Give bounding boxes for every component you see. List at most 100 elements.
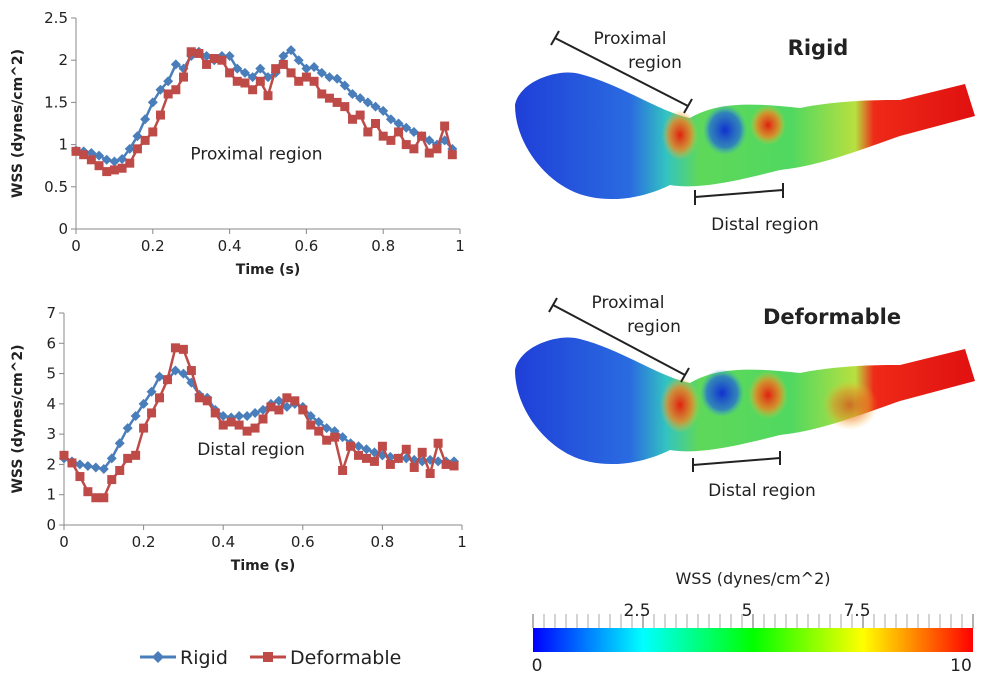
marker (106, 453, 117, 464)
colorbar-tick-label: 10 (950, 656, 972, 674)
marker (132, 131, 143, 142)
x-tick-label: 0 (59, 533, 69, 551)
marker (99, 493, 109, 503)
marker (409, 144, 419, 154)
marker (91, 493, 101, 503)
proximal-label: region (627, 317, 681, 337)
marker (294, 76, 304, 86)
marker (107, 475, 117, 485)
marker (309, 61, 320, 72)
marker (75, 472, 85, 482)
marker (82, 460, 93, 471)
marker (83, 487, 93, 497)
marker (339, 80, 350, 91)
marker (324, 72, 335, 83)
marker (140, 114, 151, 125)
marker (301, 63, 312, 74)
marker (306, 420, 316, 430)
marker (163, 89, 173, 99)
panel-title: Deformable (763, 305, 901, 329)
distal-label: Distal region (711, 215, 819, 235)
marker (154, 371, 165, 382)
vessel-deformable (515, 337, 975, 465)
marker (298, 405, 308, 415)
marker (401, 444, 411, 454)
x-tick-label: 0.8 (371, 237, 395, 255)
marker (163, 76, 174, 87)
marker (234, 410, 245, 421)
marker (178, 344, 188, 354)
marker (131, 450, 141, 460)
marker (242, 426, 252, 436)
marker (293, 55, 304, 66)
marker (139, 423, 149, 433)
marker (347, 88, 358, 99)
marker (232, 76, 242, 86)
marker (170, 343, 180, 353)
marker (290, 396, 300, 406)
marker (274, 405, 284, 415)
marker (146, 386, 157, 397)
marker (226, 417, 236, 427)
marker (255, 63, 266, 74)
marker (234, 420, 244, 430)
marker (155, 84, 166, 95)
marker (224, 50, 235, 61)
marker (115, 465, 125, 475)
proximal-label: Proximal (594, 29, 667, 49)
marker (347, 114, 357, 124)
marker (218, 410, 229, 421)
marker (371, 119, 381, 128)
colorbar-title: WSS (dynes/cm^2) (675, 569, 830, 588)
marker (122, 423, 133, 434)
marker (401, 122, 412, 133)
x-tick-label: 0.2 (141, 237, 165, 255)
marker (362, 97, 373, 108)
marker (309, 76, 319, 86)
marker (155, 110, 165, 120)
marker (408, 126, 419, 137)
y-tick-label: 1 (58, 136, 68, 154)
marker (250, 407, 261, 418)
marker (433, 438, 443, 448)
proximal-label: region (628, 53, 682, 73)
vessel-rigid (515, 72, 975, 200)
marker (361, 453, 371, 463)
marker (355, 110, 365, 120)
marker (109, 165, 119, 175)
marker (424, 148, 434, 158)
marker (353, 441, 364, 452)
marker (332, 73, 343, 84)
marker (194, 48, 204, 58)
marker (258, 404, 268, 415)
y-tick-label: 2.5 (44, 9, 68, 27)
marker (317, 89, 327, 99)
marker (79, 150, 89, 160)
x-tick-label: 0.8 (370, 533, 394, 551)
marker (178, 368, 189, 379)
y-tick-label: 1 (46, 486, 56, 504)
region-brackets (548, 30, 784, 472)
marker (101, 154, 112, 165)
x-tick-label: 1 (455, 237, 465, 255)
marker (330, 432, 340, 442)
y-tick-label: 2 (58, 51, 68, 69)
y-tick-label: 4 (46, 395, 56, 413)
colorbar-tick-label: 5 (742, 601, 753, 621)
marker (286, 45, 297, 56)
marker (140, 135, 150, 145)
colorbar-tick-label: 2.5 (623, 601, 650, 621)
marker (346, 441, 356, 451)
marker (369, 456, 379, 466)
marker (170, 59, 181, 70)
marker (417, 447, 427, 457)
marker (232, 63, 243, 74)
marker (409, 462, 419, 472)
y-tick-label: 6 (46, 334, 56, 352)
marker (255, 76, 265, 86)
colorbar (533, 628, 973, 652)
marker (273, 395, 284, 406)
marker (117, 153, 128, 164)
marker (377, 441, 387, 451)
marker (363, 127, 373, 137)
